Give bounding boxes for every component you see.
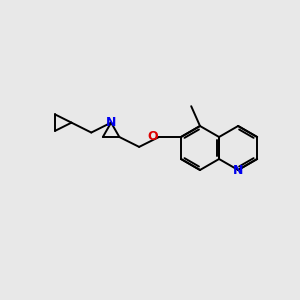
Text: O: O (147, 130, 158, 143)
Text: N: N (106, 116, 116, 129)
Text: N: N (233, 164, 243, 176)
